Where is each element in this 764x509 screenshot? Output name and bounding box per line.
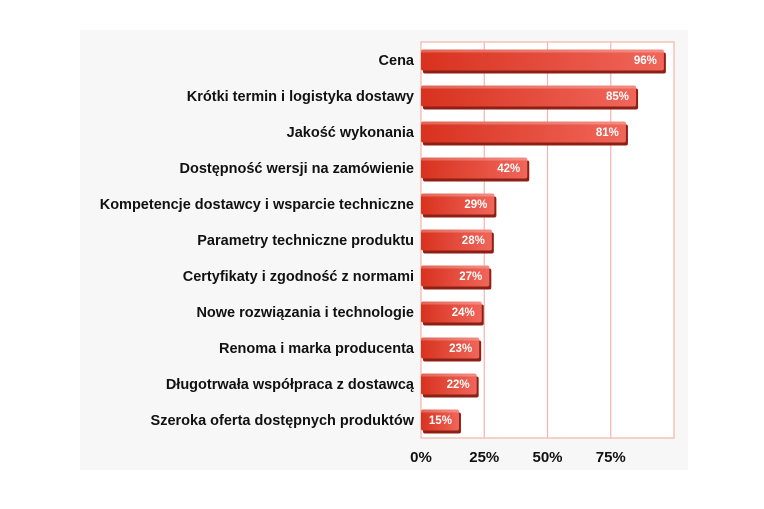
value-label: 29% bbox=[464, 199, 487, 211]
x-axis-ticks: 0% 25% 50% 75% bbox=[410, 449, 626, 466]
bar bbox=[421, 85, 637, 107]
bar bbox=[421, 121, 626, 143]
value-label: 85% bbox=[606, 91, 629, 103]
bar-group: 29% bbox=[421, 193, 497, 218]
value-label: 24% bbox=[452, 307, 475, 319]
category-label: Certyfikaty i zgodność z normami bbox=[183, 269, 414, 285]
bar-group: 23% bbox=[421, 337, 482, 362]
bar bbox=[421, 409, 459, 431]
category-label: Renoma i marka producenta bbox=[219, 341, 415, 357]
bar-group: 96% bbox=[421, 49, 666, 74]
value-label: 23% bbox=[449, 343, 472, 355]
bar bbox=[421, 49, 664, 71]
category-label: Długotrwała współpraca z dostawcą bbox=[166, 377, 415, 393]
x-tick-label: 50% bbox=[532, 449, 562, 466]
bar-group: 28% bbox=[421, 229, 494, 254]
category-labels: Cena Krótki termin i logistyka dostawy Jak… bbox=[100, 53, 415, 429]
bar-highlight bbox=[421, 337, 480, 341]
value-label: 81% bbox=[596, 127, 619, 139]
bar-highlight bbox=[421, 373, 477, 377]
bar-highlight bbox=[421, 301, 482, 305]
category-label: Szeroka oferta dostępnych produktów bbox=[151, 413, 415, 429]
bar bbox=[421, 193, 495, 215]
category-label: Kompetencje dostawcy i wsparcie technicz… bbox=[100, 197, 414, 213]
bar bbox=[421, 265, 490, 287]
bar-group: 81% bbox=[421, 121, 628, 146]
bar-highlight bbox=[421, 157, 528, 161]
x-tick-label: 25% bbox=[469, 449, 499, 466]
bar bbox=[421, 337, 480, 359]
bar bbox=[421, 157, 528, 179]
bar bbox=[421, 373, 477, 395]
bar bbox=[421, 229, 492, 251]
bar-group: 22% bbox=[421, 373, 479, 398]
bar-highlight bbox=[421, 265, 490, 269]
value-label: 96% bbox=[634, 55, 657, 67]
category-label: Krótki termin i logistyka dostawy bbox=[187, 89, 414, 105]
category-label: Nowe rozwiązania i technologie bbox=[196, 305, 414, 321]
category-label: Parametry techniczne produktu bbox=[197, 233, 414, 249]
bar-highlight bbox=[421, 193, 495, 197]
bar-group: 24% bbox=[421, 301, 484, 326]
category-label: Jakość wykonania bbox=[287, 125, 415, 141]
value-label: 27% bbox=[459, 271, 482, 283]
bar-highlight bbox=[421, 229, 492, 233]
category-label: Dostępność wersji na zamówienie bbox=[180, 161, 415, 177]
bar-group: 42% bbox=[421, 157, 530, 182]
x-tick-label: 0% bbox=[410, 449, 432, 466]
value-label: 28% bbox=[462, 235, 485, 247]
x-tick-label: 75% bbox=[596, 449, 626, 466]
bars: 96% 85% 81% 42% 29% 28% 27% 24% 23% 22% 15% bbox=[421, 49, 666, 434]
bar-group: 85% bbox=[421, 85, 639, 110]
bar-group: 15% bbox=[421, 409, 461, 434]
value-label: 22% bbox=[447, 379, 470, 391]
bar-highlight bbox=[421, 409, 459, 413]
bar-highlight bbox=[421, 121, 626, 125]
value-label: 42% bbox=[497, 163, 520, 175]
bar-highlight bbox=[421, 85, 637, 89]
bar-highlight bbox=[421, 49, 664, 53]
value-label: 15% bbox=[429, 415, 452, 427]
bar bbox=[421, 301, 482, 323]
category-label: Cena bbox=[379, 53, 415, 69]
bar-group: 27% bbox=[421, 265, 492, 290]
